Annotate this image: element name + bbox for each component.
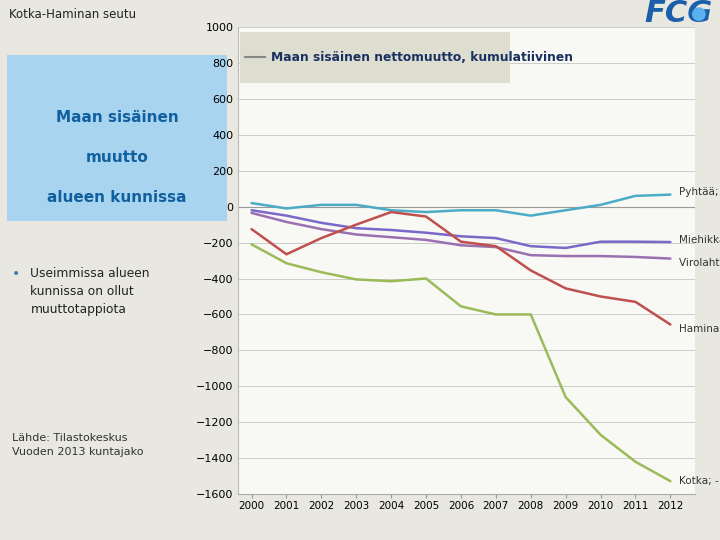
Text: Pyhtää; 67: Pyhtää; 67 [679, 187, 720, 197]
Text: Kotka; -1528: Kotka; -1528 [679, 476, 720, 486]
Text: Maan sisäinen nettomuutto, kumulatiivinen: Maan sisäinen nettomuutto, kumulatiivine… [271, 51, 573, 64]
Text: •: • [12, 267, 20, 281]
Text: Miehikkälä; -197: Miehikkälä; -197 [679, 235, 720, 245]
Text: Useimmissa alueen
kunnissa on ollut
muuttotappiota: Useimmissa alueen kunnissa on ollut muut… [30, 267, 150, 316]
Text: Kotka-Haminan seutu: Kotka-Haminan seutu [9, 8, 136, 21]
Text: ●: ● [691, 5, 707, 23]
FancyBboxPatch shape [7, 55, 227, 221]
Text: Virolahti; -289: Virolahti; -289 [679, 258, 720, 267]
Text: alueen kunnissa: alueen kunnissa [48, 190, 186, 205]
Text: FCG: FCG [644, 0, 713, 28]
FancyBboxPatch shape [240, 32, 510, 83]
Text: Maan sisäinen: Maan sisäinen [55, 110, 179, 125]
Text: muutto: muutto [86, 150, 148, 165]
Text: Lähde: Tilastokeskus
Vuoden 2013 kuntajako: Lähde: Tilastokeskus Vuoden 2013 kuntaja… [12, 433, 143, 457]
Text: Hamina; -656: Hamina; -656 [679, 324, 720, 334]
